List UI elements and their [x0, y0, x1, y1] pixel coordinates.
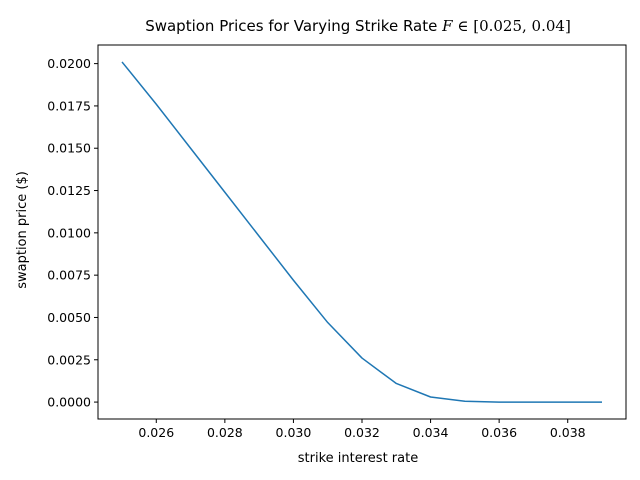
x-tick-label: 0.034	[413, 425, 449, 440]
y-tick-label: 0.0150	[47, 141, 91, 156]
y-tick-label: 0.0050	[47, 310, 91, 325]
chart-title-symbol: F	[441, 17, 453, 35]
chart-title-interval: [0.025, 0.04]	[473, 17, 571, 35]
x-tick-label: 0.028	[207, 425, 243, 440]
x-tick-label: 0.038	[550, 425, 586, 440]
x-axis-label: strike interest rate	[298, 451, 418, 466]
y-tick-label: 0.0000	[47, 395, 91, 410]
y-tick-label: 0.0125	[47, 183, 91, 198]
chart-title-relation: ∈	[457, 17, 468, 35]
x-tick-label: 0.036	[481, 425, 517, 440]
y-axis-label: swaption price ($)	[15, 171, 30, 289]
y-tick-label: 0.0075	[47, 268, 91, 283]
y-tick-label: 0.0200	[47, 56, 91, 71]
x-tick-label: 0.032	[344, 425, 380, 440]
x-tick-label: 0.030	[276, 425, 312, 440]
x-tick-label: 0.026	[138, 425, 174, 440]
chart-title: Swaption Prices for Varying Strike Rate …	[145, 17, 571, 35]
chart-title-text: Swaption Prices for Varying Strike Rate	[145, 17, 437, 35]
y-tick-label: 0.0175	[47, 98, 91, 113]
y-tick-label: 0.0025	[47, 352, 91, 367]
y-tick-label: 0.0100	[47, 225, 91, 240]
y-axis: 0.0000 0.0025 0.0050 0.0075 0.0100 0.0125 0.01…	[47, 56, 98, 409]
